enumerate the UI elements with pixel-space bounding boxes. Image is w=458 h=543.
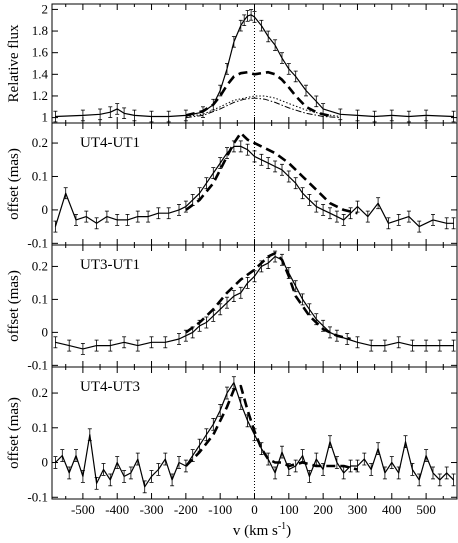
- series-line-dotted: [185, 95, 341, 117]
- x-tick-label: 300: [348, 502, 368, 517]
- chart-panel-2: -0.1 0 0.1 0.2 offset (mas) UT4-UT1: [6, 122, 458, 250]
- series-line-dashed: [185, 251, 351, 341]
- chart-panels: 1 1.2 1.4 1.6 1.8 2 Relative flux -0.1 0 0.1 0.2 of…: [6, 1, 458, 517]
- y-tick-label: 0.2: [32, 385, 48, 400]
- x-tick-label: -100: [208, 502, 232, 517]
- y-tick-label: 1.8: [32, 23, 48, 38]
- y-tick-label: -0.1: [27, 489, 48, 504]
- y-axis-title: offset (mas): [6, 270, 22, 342]
- panel-label: UT4-UT1: [80, 135, 140, 151]
- x-tick-label: 100: [279, 502, 299, 517]
- x-tick-label: 200: [313, 502, 333, 517]
- y-tick-label: 0.2: [32, 258, 48, 273]
- y-tick-label: -0.1: [27, 235, 48, 250]
- y-axis-title: offset (mas): [6, 397, 22, 469]
- y-tick-label: 0: [42, 202, 49, 217]
- y-tick-label: 2: [42, 1, 49, 16]
- x-tick-label: -500: [71, 502, 95, 517]
- series-line-dashdot: [185, 97, 341, 119]
- panel-label: UT4-UT3: [80, 379, 140, 395]
- x-tick-label: -200: [174, 502, 198, 517]
- x-tick-label: 500: [416, 502, 436, 517]
- x-tick-label: 400: [382, 502, 402, 517]
- chart-panel-3: -0.1 0 0.1 0.2 offset (mas) UT3-UT1: [6, 244, 458, 372]
- y-axis-title: offset (mas): [6, 148, 22, 220]
- y-tick-label: 0.2: [32, 135, 48, 150]
- y-tick-label: -0.1: [27, 357, 48, 372]
- y-tick-label: 0.1: [32, 168, 48, 183]
- y-tick-label: 1.2: [32, 88, 48, 103]
- series-line-dashed: [185, 131, 358, 215]
- x-tick-label: 0: [251, 502, 258, 517]
- y-tick-label: 0: [42, 455, 49, 470]
- y-tick-label: 1.4: [32, 66, 49, 81]
- x-tick-label: -300: [140, 502, 164, 517]
- x-axis-title: v (km s-1): [233, 521, 291, 539]
- y-tick-label: 0.1: [32, 420, 48, 435]
- series-line-solid-errorbars: [54, 145, 454, 228]
- y-tick-label: 0.1: [32, 291, 48, 306]
- chart-panel-1: 1 1.2 1.4 1.6 1.8 2 Relative flux: [6, 1, 458, 125]
- series-line-dashed: [184, 384, 358, 471]
- y-tick-label: 1: [42, 110, 49, 125]
- series-line-solid-errorbars: [55, 255, 454, 350]
- panel-label: UT3-UT1: [80, 257, 140, 273]
- series-line-solid-errorbars: [55, 14, 454, 118]
- y-axis-title: Relative flux: [6, 24, 22, 102]
- x-tick-label: -400: [105, 502, 129, 517]
- series-line-dashed: [185, 70, 334, 118]
- chart-panel-4: -0.1 0 0.1 0.2 offset (mas) UT4-UT3 -500 -400 -3…: [6, 366, 458, 517]
- y-tick-label: 1.6: [32, 45, 49, 60]
- y-tick-label: 0: [42, 324, 49, 339]
